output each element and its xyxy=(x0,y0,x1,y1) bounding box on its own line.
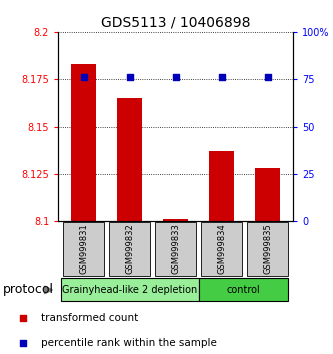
Point xyxy=(81,74,86,80)
FancyBboxPatch shape xyxy=(63,222,104,275)
Bar xyxy=(209,151,234,221)
Text: GSM999832: GSM999832 xyxy=(125,223,134,274)
Point xyxy=(20,315,25,321)
Bar xyxy=(117,98,142,221)
Text: transformed count: transformed count xyxy=(41,313,139,323)
FancyBboxPatch shape xyxy=(61,279,199,301)
Text: control: control xyxy=(227,285,260,295)
Bar xyxy=(163,219,188,221)
Text: GSM999833: GSM999833 xyxy=(171,223,180,274)
FancyBboxPatch shape xyxy=(201,222,242,275)
Text: protocol: protocol xyxy=(3,284,54,296)
Bar xyxy=(71,64,96,221)
Text: percentile rank within the sample: percentile rank within the sample xyxy=(41,338,217,348)
Text: GSM999834: GSM999834 xyxy=(217,223,226,274)
Text: GSM999835: GSM999835 xyxy=(263,223,272,274)
Point xyxy=(20,341,25,346)
Title: GDS5113 / 10406898: GDS5113 / 10406898 xyxy=(101,15,250,29)
FancyBboxPatch shape xyxy=(247,222,288,275)
FancyBboxPatch shape xyxy=(155,222,196,275)
Point xyxy=(219,74,224,80)
Bar xyxy=(255,168,280,221)
Text: Grainyhead-like 2 depletion: Grainyhead-like 2 depletion xyxy=(62,285,197,295)
Text: GSM999831: GSM999831 xyxy=(79,223,88,274)
FancyBboxPatch shape xyxy=(199,279,288,301)
Point xyxy=(173,74,178,80)
FancyBboxPatch shape xyxy=(109,222,150,275)
Point xyxy=(127,74,132,80)
Point xyxy=(265,74,270,80)
